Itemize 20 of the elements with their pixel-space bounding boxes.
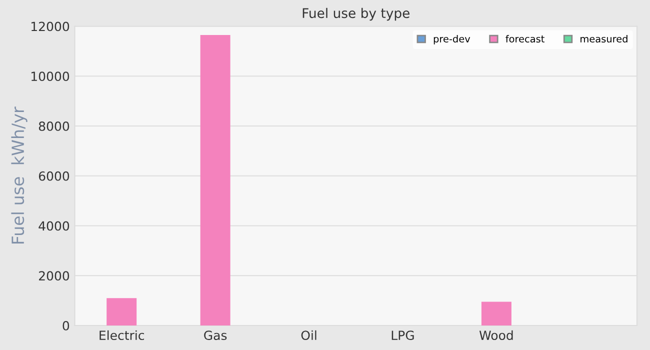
y-tick-label: 6000 [38,171,70,181]
y-tick-label: 12000 [31,22,70,32]
y-tick-label: 10000 [31,72,70,82]
x-tick-label: Wood [479,330,513,340]
legend-label: measured [580,35,628,43]
legend-label: forecast [506,35,544,43]
legend-label: pre-dev [434,35,470,44]
y-tick-label: 0 [62,320,70,330]
y-tick-label: 4000 [38,221,70,231]
chart-title: Fuel use by type [302,8,410,21]
x-tick-label: LPG [392,330,414,340]
y-tick-label: 8000 [38,121,70,131]
x-tick-label: Oil [301,330,316,340]
bar [200,34,230,326]
x-tick-label: Electric [100,330,144,340]
y-tick-label: 2000 [38,271,70,281]
x-tick-label: Gas [204,330,227,340]
bar [106,298,137,326]
y-axis-title: Fuel use kWh/yr [11,106,28,244]
bar [481,302,512,326]
